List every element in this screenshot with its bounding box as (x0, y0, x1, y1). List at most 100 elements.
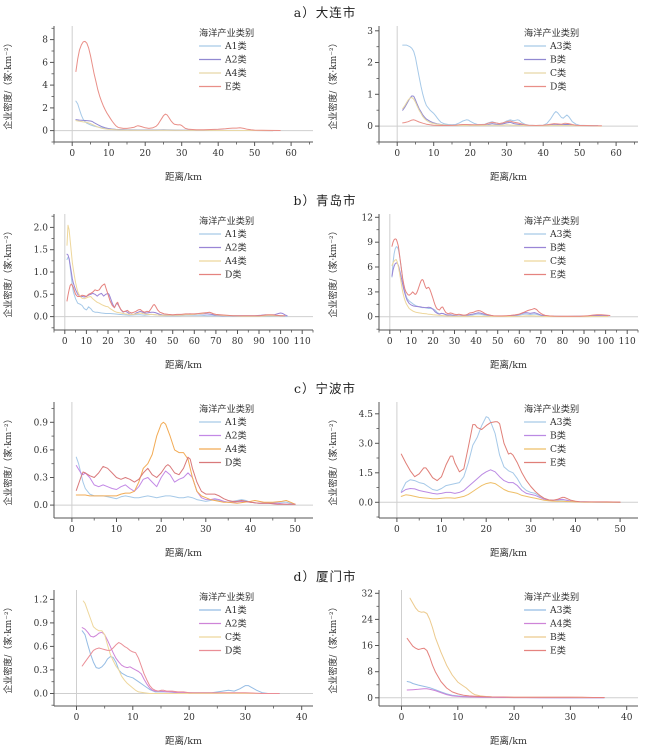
legend-item-label: A1类 (224, 416, 247, 428)
y-tick-label: 0 (367, 694, 373, 704)
row-dalian: a）大连市 0 10 20 30 40 50 60 0 2 4 6 8 距离/km 企业密度/（家·km⁻… (0, 0, 650, 188)
legend-item-label: C类 (550, 443, 566, 455)
legend-item-label: D类 (225, 457, 242, 469)
chart-svg: 0 10 20 30 40 50 60 70 80 90 100 110 0.0 0.5 1.0 1.5 2.0… (2, 214, 314, 371)
x-tick-label: 100 (272, 337, 289, 347)
y-tick-label: 0 (367, 122, 373, 132)
series-lines (391, 238, 611, 318)
zero-reference-lines (54, 402, 313, 518)
y-tick-label: 1.5 (359, 469, 374, 479)
x-tick-label: 20 (102, 337, 114, 347)
x-tick-label: 0 (394, 149, 400, 159)
series-line-A3类 (400, 416, 621, 503)
y-tick-label: 0.6 (34, 446, 49, 456)
x-tick-label: 40 (570, 525, 582, 535)
x-tick-label: 10 (111, 525, 123, 535)
series-line-A2类 (75, 465, 296, 505)
x-tick-label: 0 (387, 337, 393, 347)
legend-item-label: D类 (225, 645, 242, 657)
chart-panel-ningbo-left: 0 10 20 30 40 50 0.0 0.3 0.6 0.9 距离/km 企业密度/（家·km⁻²… (0, 394, 325, 564)
axes: 0 10 20 30 40 0.0 0.3 0.6 0.9 1.2 (34, 590, 313, 723)
series-line-C类 (400, 482, 621, 503)
x-tick-label: 60 (285, 149, 297, 159)
x-tick-label: 80 (557, 337, 569, 347)
series-lines (402, 44, 602, 127)
legend-item-label: E类 (225, 81, 241, 93)
series-lines (81, 600, 280, 694)
row-title-dalian: a）大连市 (293, 5, 357, 20)
y-tick-label: 24 (362, 615, 374, 625)
row-ningbo: c）宁波市 0 10 20 30 40 50 0.0 0.3 0.6 0.9 距离/km 企业密度/（… (0, 376, 650, 564)
x-tick-label: 0 (74, 713, 80, 723)
x-tick-label: 70 (210, 337, 222, 347)
row-qingdao: b）青岛市 0 10 20 30 40 50 60 70 80 90 100 110 0.0 0.5 1.0… (0, 188, 650, 376)
y-tick-label: 12 (362, 213, 373, 223)
legend-item-label: B类 (550, 242, 566, 254)
legend-item-label: A3类 (549, 416, 572, 428)
legend-item-label: A4类 (224, 67, 247, 79)
chart-svg: 0 10 20 30 40 50 60 0 1 2 3 距离/km 企业密度/（家·km⁻²） 海洋产业类… (327, 26, 638, 183)
row-charts-dalian: 0 10 20 30 40 50 60 0 2 4 6 8 距离/km 企业密度/（家·km⁻²） 海洋产业… (0, 18, 650, 188)
x-tick-label: 10 (103, 149, 115, 159)
legend-title: 海洋产业类别 (524, 591, 579, 603)
x-axis-label: 距离/km (490, 547, 527, 559)
y-tick-label: 1.5 (34, 246, 49, 256)
x-axis-label: 距离/km (165, 547, 202, 559)
row-charts-ningbo: 0 10 20 30 40 50 0.0 0.3 0.6 0.9 距离/km 企业密度/（家·km⁻²… (0, 394, 650, 564)
series-line-B类 (409, 597, 605, 698)
x-tick-label: 40 (470, 337, 482, 347)
legend-item-label: C类 (550, 67, 566, 79)
y-axis-label: 企业密度/（家·km⁻²） (327, 414, 339, 505)
x-tick-label: 50 (492, 337, 504, 347)
legend-item-label: A3类 (549, 228, 572, 240)
y-tick-label: 0.9 (34, 418, 49, 428)
x-tick-label: 20 (464, 149, 476, 159)
series-line-B类 (402, 95, 599, 127)
y-tick-label: 6 (42, 58, 48, 68)
y-tick-label: 0.9 (34, 619, 49, 629)
series-line-E类 (400, 421, 621, 503)
legend-item-label: D类 (550, 81, 567, 93)
legend-item-label: E类 (550, 457, 566, 469)
series-line-C类 (391, 259, 609, 318)
axes: 0 10 20 30 40 50 60 70 80 90 100 110 0 3 6 9 12 (362, 213, 639, 347)
chart-panel-xiamen-left: 0 10 20 30 40 0.0 0.3 0.6 0.9 1.2 距离/km 企业密度/（家·km⁻… (0, 582, 325, 752)
y-axis-label: 企业密度/（家·km⁻²） (2, 226, 14, 317)
series-line-E类 (406, 637, 605, 698)
series-line-B类 (400, 469, 621, 503)
series-lines (406, 597, 605, 699)
x-tick-label: 10 (452, 713, 464, 723)
legend-item-label: B类 (550, 54, 566, 66)
x-axis-label: 距离/km (165, 359, 202, 371)
legend-item-label: A2类 (224, 618, 247, 630)
series-line-A3类 (391, 246, 609, 317)
series-line-D类 (81, 642, 280, 694)
x-axis-label: 距离/km (490, 171, 527, 183)
y-tick-label: 0 (367, 313, 373, 323)
y-tick-label: 0.3 (34, 474, 49, 484)
legend-item-label: A4类 (549, 618, 572, 630)
legend-title: 海洋产业类别 (524, 215, 579, 227)
y-tick-label: 8 (42, 36, 48, 46)
x-tick-label: 90 (578, 337, 590, 347)
row-title-xiamen: d）厦门市 (293, 569, 357, 584)
legend-item-label: C类 (550, 255, 566, 267)
y-tick-label: 0.5 (34, 290, 49, 300)
legend-item-label: E类 (550, 645, 566, 657)
x-tick-label: 30 (525, 525, 537, 535)
series-lines (75, 421, 296, 505)
x-tick-label: 40 (537, 149, 549, 159)
y-tick-label: 2 (42, 104, 48, 114)
x-tick-label: 110 (294, 337, 311, 347)
row-xiamen: d）厦门市 0 10 20 30 40 0.0 0.3 0.6 0.9 1.2 距离/km 企业密度/… (0, 564, 650, 752)
y-axis-label: 企业密度/（家·km⁻²） (327, 226, 339, 317)
series-line-A3类 (402, 44, 599, 127)
x-tick-label: 10 (428, 149, 440, 159)
legend-item-label: A1类 (224, 604, 247, 616)
x-tick-label: 40 (145, 337, 157, 347)
x-tick-label: 20 (480, 525, 492, 535)
legend-title: 海洋产业类别 (199, 403, 254, 415)
